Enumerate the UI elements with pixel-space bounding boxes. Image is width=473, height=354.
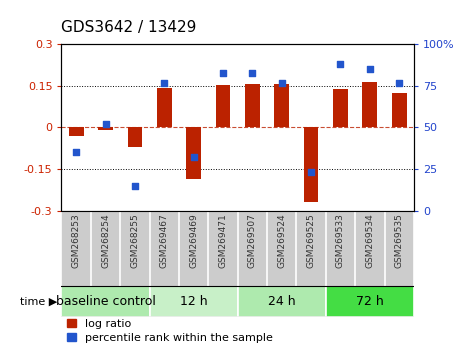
Point <box>249 70 256 75</box>
FancyBboxPatch shape <box>326 286 414 316</box>
Text: GSM269507: GSM269507 <box>248 213 257 268</box>
Point <box>337 61 344 67</box>
Bar <box>186 127 201 179</box>
Text: 72 h: 72 h <box>356 295 384 308</box>
Bar <box>333 89 348 127</box>
Bar <box>245 84 260 127</box>
Point <box>190 155 197 160</box>
Bar <box>304 127 318 202</box>
Text: GSM269535: GSM269535 <box>394 213 403 268</box>
Bar <box>128 127 142 147</box>
Point <box>307 170 315 175</box>
Text: GSM269471: GSM269471 <box>219 213 228 268</box>
Bar <box>98 127 113 130</box>
Text: GSM269525: GSM269525 <box>307 213 315 268</box>
Point <box>278 80 286 85</box>
Point <box>131 183 139 189</box>
Text: GSM268255: GSM268255 <box>131 213 140 268</box>
Bar <box>392 93 406 127</box>
Text: GSM269533: GSM269533 <box>336 213 345 268</box>
Point <box>160 80 168 85</box>
Bar <box>69 127 84 136</box>
Text: time ▶: time ▶ <box>19 297 57 307</box>
FancyBboxPatch shape <box>237 286 326 316</box>
Text: GSM269469: GSM269469 <box>189 213 198 268</box>
Text: GDS3642 / 13429: GDS3642 / 13429 <box>61 21 197 35</box>
Text: GSM269467: GSM269467 <box>160 213 169 268</box>
Text: GSM268253: GSM268253 <box>72 213 81 268</box>
Point <box>102 121 109 127</box>
Text: GSM269534: GSM269534 <box>365 213 374 268</box>
Text: baseline control: baseline control <box>56 295 156 308</box>
Point <box>72 150 80 155</box>
Point <box>219 70 227 75</box>
Bar <box>216 85 230 127</box>
Bar <box>157 88 172 127</box>
Bar <box>362 82 377 127</box>
FancyBboxPatch shape <box>61 286 149 316</box>
Text: GSM269524: GSM269524 <box>277 213 286 268</box>
FancyBboxPatch shape <box>149 286 237 316</box>
Legend: log ratio, percentile rank within the sample: log ratio, percentile rank within the sa… <box>67 319 273 343</box>
Text: GSM268254: GSM268254 <box>101 213 110 268</box>
Point <box>395 80 403 85</box>
Point <box>366 67 374 72</box>
Text: 12 h: 12 h <box>180 295 208 308</box>
Text: 24 h: 24 h <box>268 295 296 308</box>
Bar <box>274 85 289 127</box>
